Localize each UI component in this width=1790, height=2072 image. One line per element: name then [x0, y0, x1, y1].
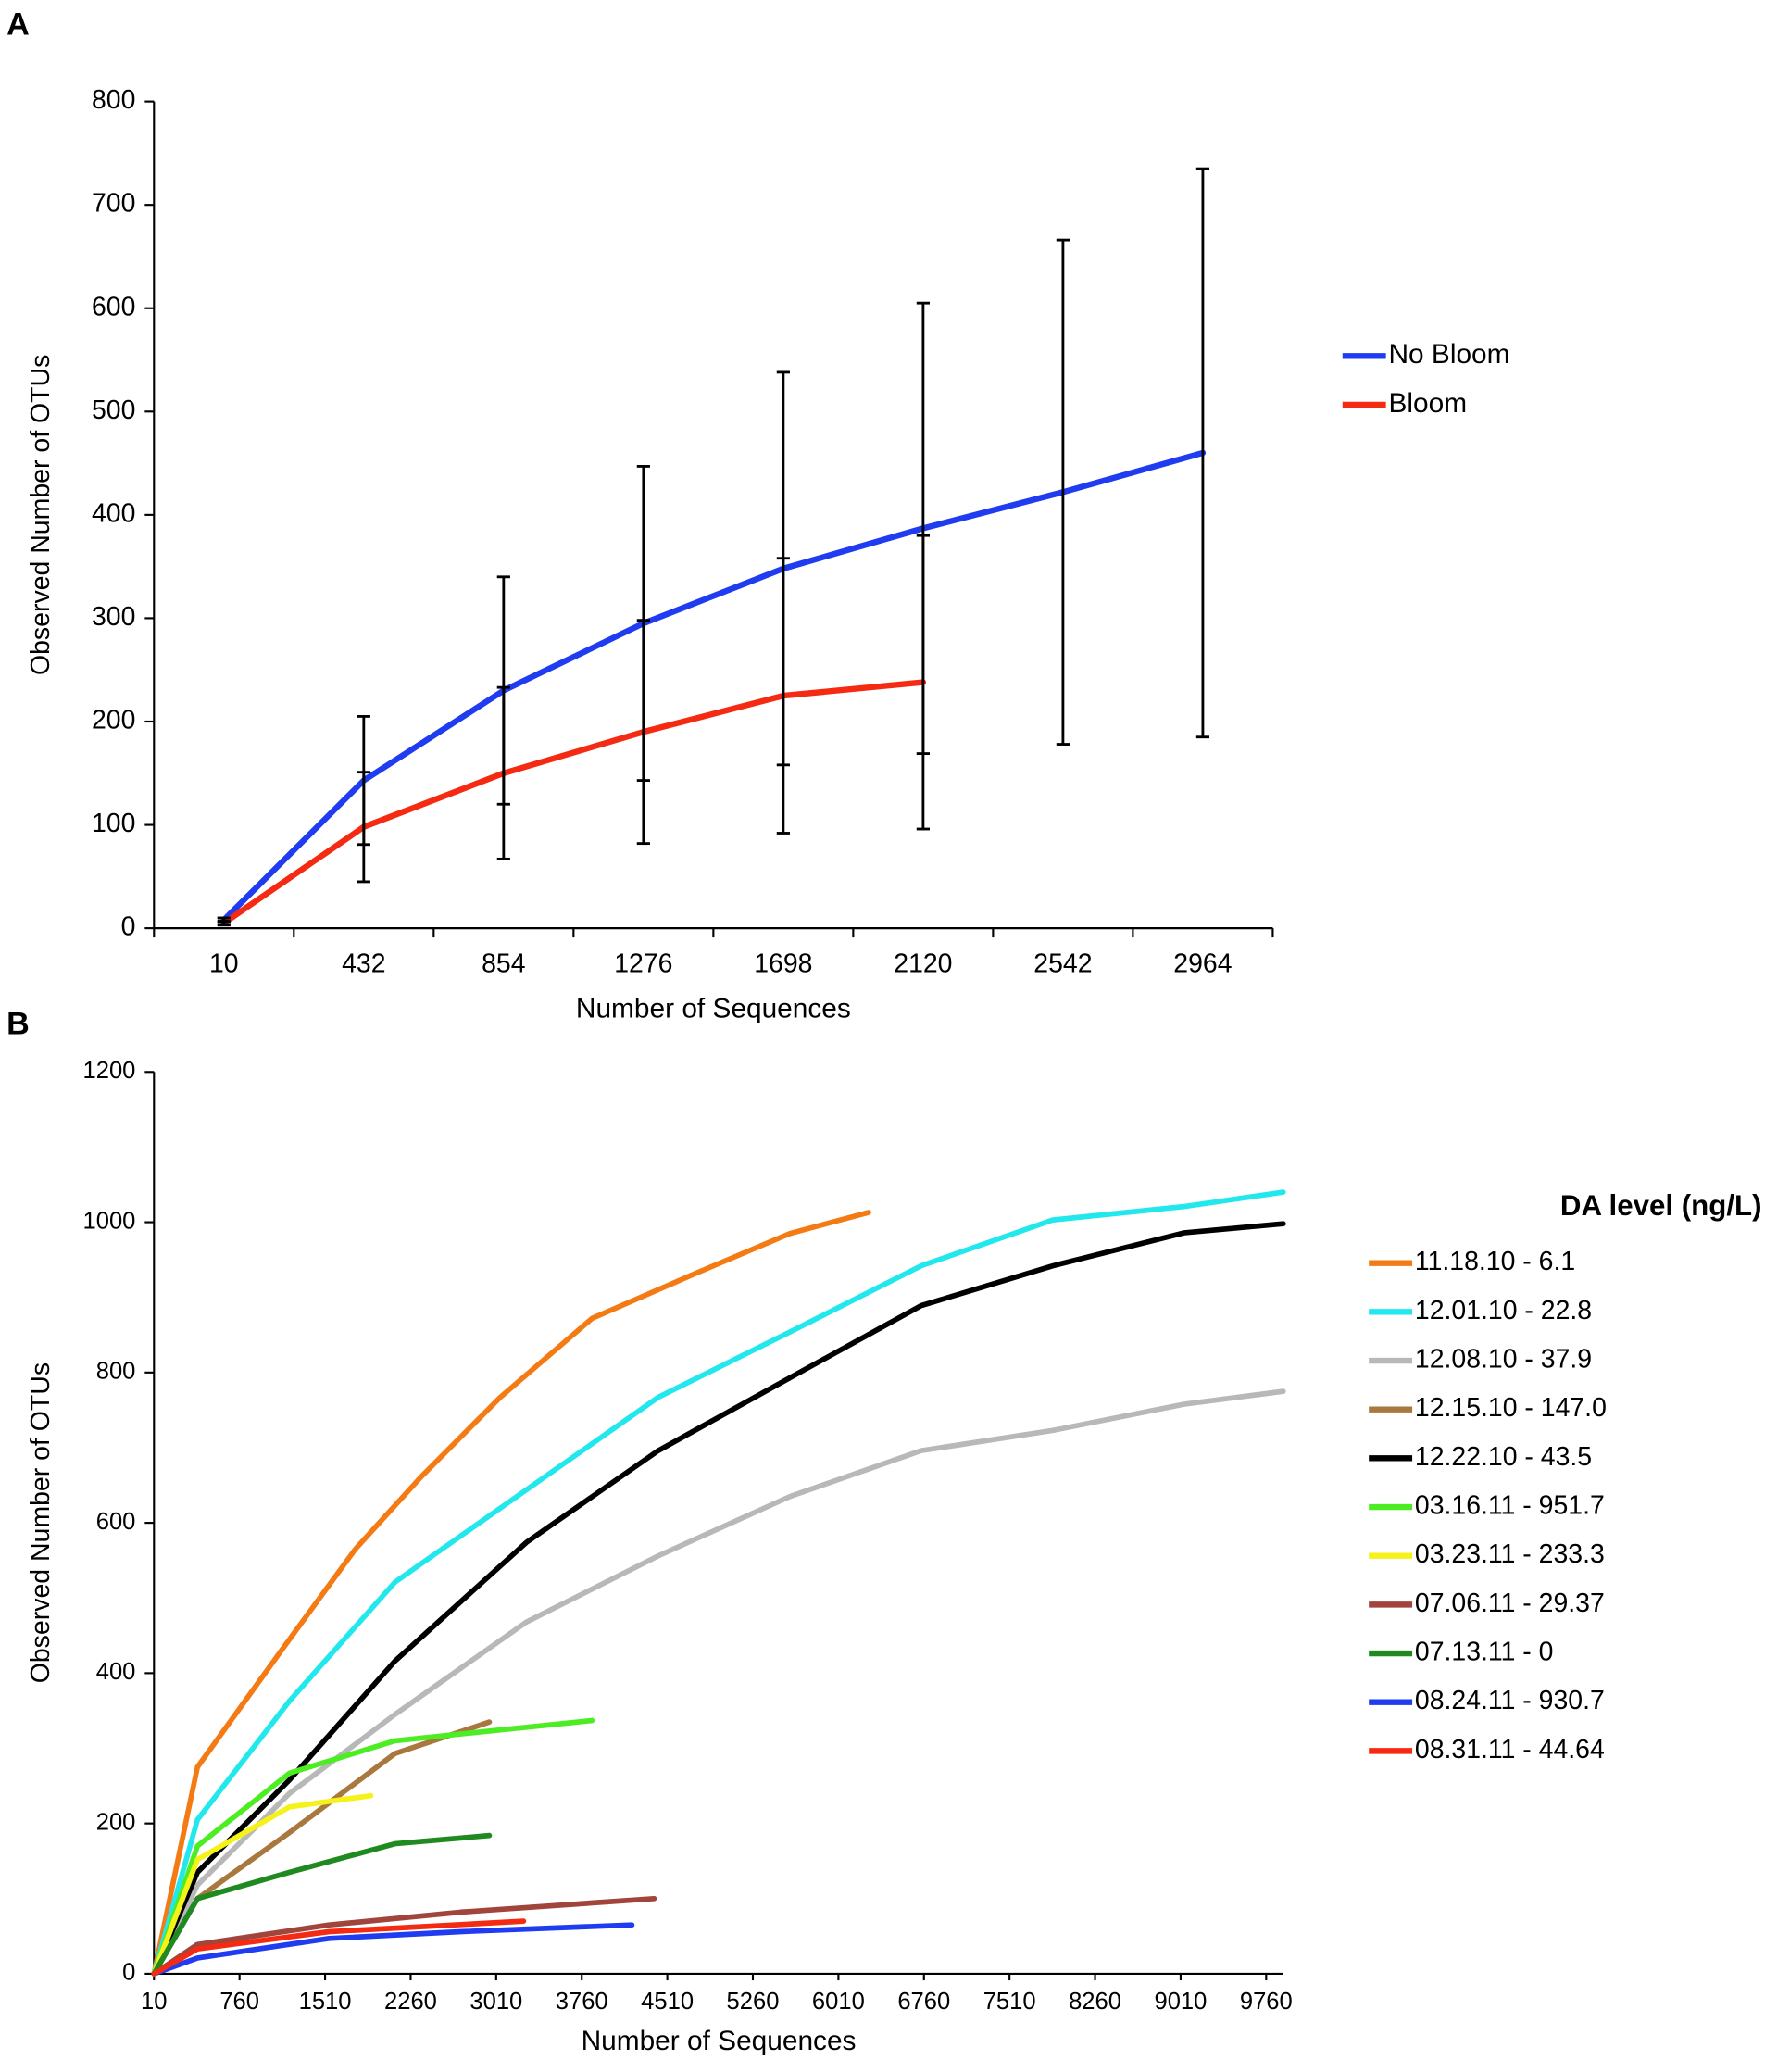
x-tick-label: 760	[219, 1989, 259, 2015]
legend-label: 08.31.11 - 44.64	[1415, 1735, 1605, 1764]
y-tick-label: 100	[92, 809, 135, 838]
y-tick-label: 800	[96, 1359, 136, 1385]
series-line	[151, 1221, 1286, 1977]
panel-label: B	[6, 1006, 30, 1041]
x-tick-label: 432	[342, 948, 385, 978]
x-tick-label: 8260	[1069, 1989, 1121, 2015]
error-bar	[496, 685, 510, 860]
y-tick-label: 400	[96, 1659, 136, 1685]
y-tick-label: 300	[92, 602, 135, 632]
y-tick-label: 1000	[83, 1208, 136, 1234]
y-axis-label: Observed Number of OTUs	[26, 1362, 56, 1683]
x-tick-label: 2260	[384, 1989, 437, 2015]
error-bar	[636, 619, 650, 846]
x-axis-label: Number of Sequences	[576, 993, 851, 1023]
error-bar	[776, 557, 790, 835]
series-line	[151, 1210, 871, 1977]
legend-label: 12.15.10 - 147.0	[1415, 1393, 1607, 1423]
error-bar	[217, 919, 231, 927]
legend-label: 12.08.10 - 37.9	[1415, 1345, 1592, 1375]
legend-label: 12.01.10 - 22.8	[1415, 1296, 1592, 1325]
panel-label: A	[6, 6, 30, 42]
x-tick-label: 2120	[894, 948, 952, 978]
x-tick-label: 6760	[897, 1989, 950, 2015]
series-line	[151, 1832, 493, 1977]
legend-label: 03.16.11 - 951.7	[1415, 1491, 1605, 1521]
x-tick-label: 7510	[983, 1989, 1036, 2015]
x-tick-label: 10	[209, 948, 239, 978]
y-tick-label: 500	[92, 396, 135, 425]
x-tick-label: 1510	[299, 1989, 352, 2015]
legend-label: Bloom	[1388, 388, 1467, 419]
y-tick-label: 0	[121, 912, 136, 942]
legend-label: 07.13.11 - 0	[1415, 1638, 1554, 1667]
series-line	[151, 1717, 595, 1977]
x-tick-label: 3010	[469, 1989, 522, 2015]
x-tick-label: 2964	[1173, 948, 1232, 978]
x-tick-label: 3760	[556, 1989, 608, 2015]
x-tick-label: 1276	[614, 948, 672, 978]
x-tick-label: 5260	[727, 1989, 780, 2015]
x-tick-label: 9010	[1154, 1989, 1207, 2015]
x-tick-label: 2542	[1033, 948, 1092, 978]
y-tick-label: 400	[92, 498, 135, 528]
series-line	[151, 1792, 374, 1977]
x-axis-label: Number of Sequences	[582, 2026, 857, 2056]
legend-label: 12.22.10 - 43.5	[1415, 1442, 1592, 1472]
y-tick-label: 600	[92, 292, 135, 321]
x-tick-label: 6010	[812, 1989, 865, 2015]
x-tick-label: 1698	[754, 948, 812, 978]
error-bar	[1056, 238, 1070, 746]
series-line	[220, 679, 927, 926]
x-tick-label: 10	[141, 1989, 167, 2015]
y-tick-label: 1200	[83, 1058, 136, 1084]
y-tick-label: 200	[96, 1809, 136, 1835]
y-axis-label: Observed Number of OTUs	[26, 355, 56, 675]
error-bar	[357, 771, 370, 884]
legend-label: No Bloom	[1388, 339, 1509, 370]
series-line	[220, 449, 1207, 923]
series-line	[151, 1918, 527, 1977]
legend-label: 11.18.10 - 6.1	[1415, 1247, 1575, 1276]
y-tick-label: 200	[92, 705, 135, 735]
y-tick-label: 700	[92, 189, 135, 219]
y-tick-label: 600	[96, 1509, 136, 1535]
error-bar	[1195, 167, 1210, 739]
x-tick-label: 854	[482, 948, 525, 978]
y-tick-label: 800	[92, 85, 135, 115]
legend-label: 03.23.11 - 233.3	[1415, 1539, 1605, 1569]
error-bar	[916, 534, 930, 831]
legend-label: 07.06.11 - 29.37	[1415, 1589, 1605, 1618]
y-tick-label: 0	[122, 1960, 135, 1986]
legend-title: DA level (ng/L)	[1560, 1189, 1762, 1222]
x-tick-label: 4510	[641, 1989, 694, 2015]
series-line	[151, 1922, 635, 1977]
series-line	[151, 1189, 1286, 1977]
x-tick-label: 9760	[1240, 1989, 1293, 2015]
legend-label: 08.24.11 - 930.7	[1415, 1686, 1605, 1715]
series-line	[151, 1388, 1286, 1977]
